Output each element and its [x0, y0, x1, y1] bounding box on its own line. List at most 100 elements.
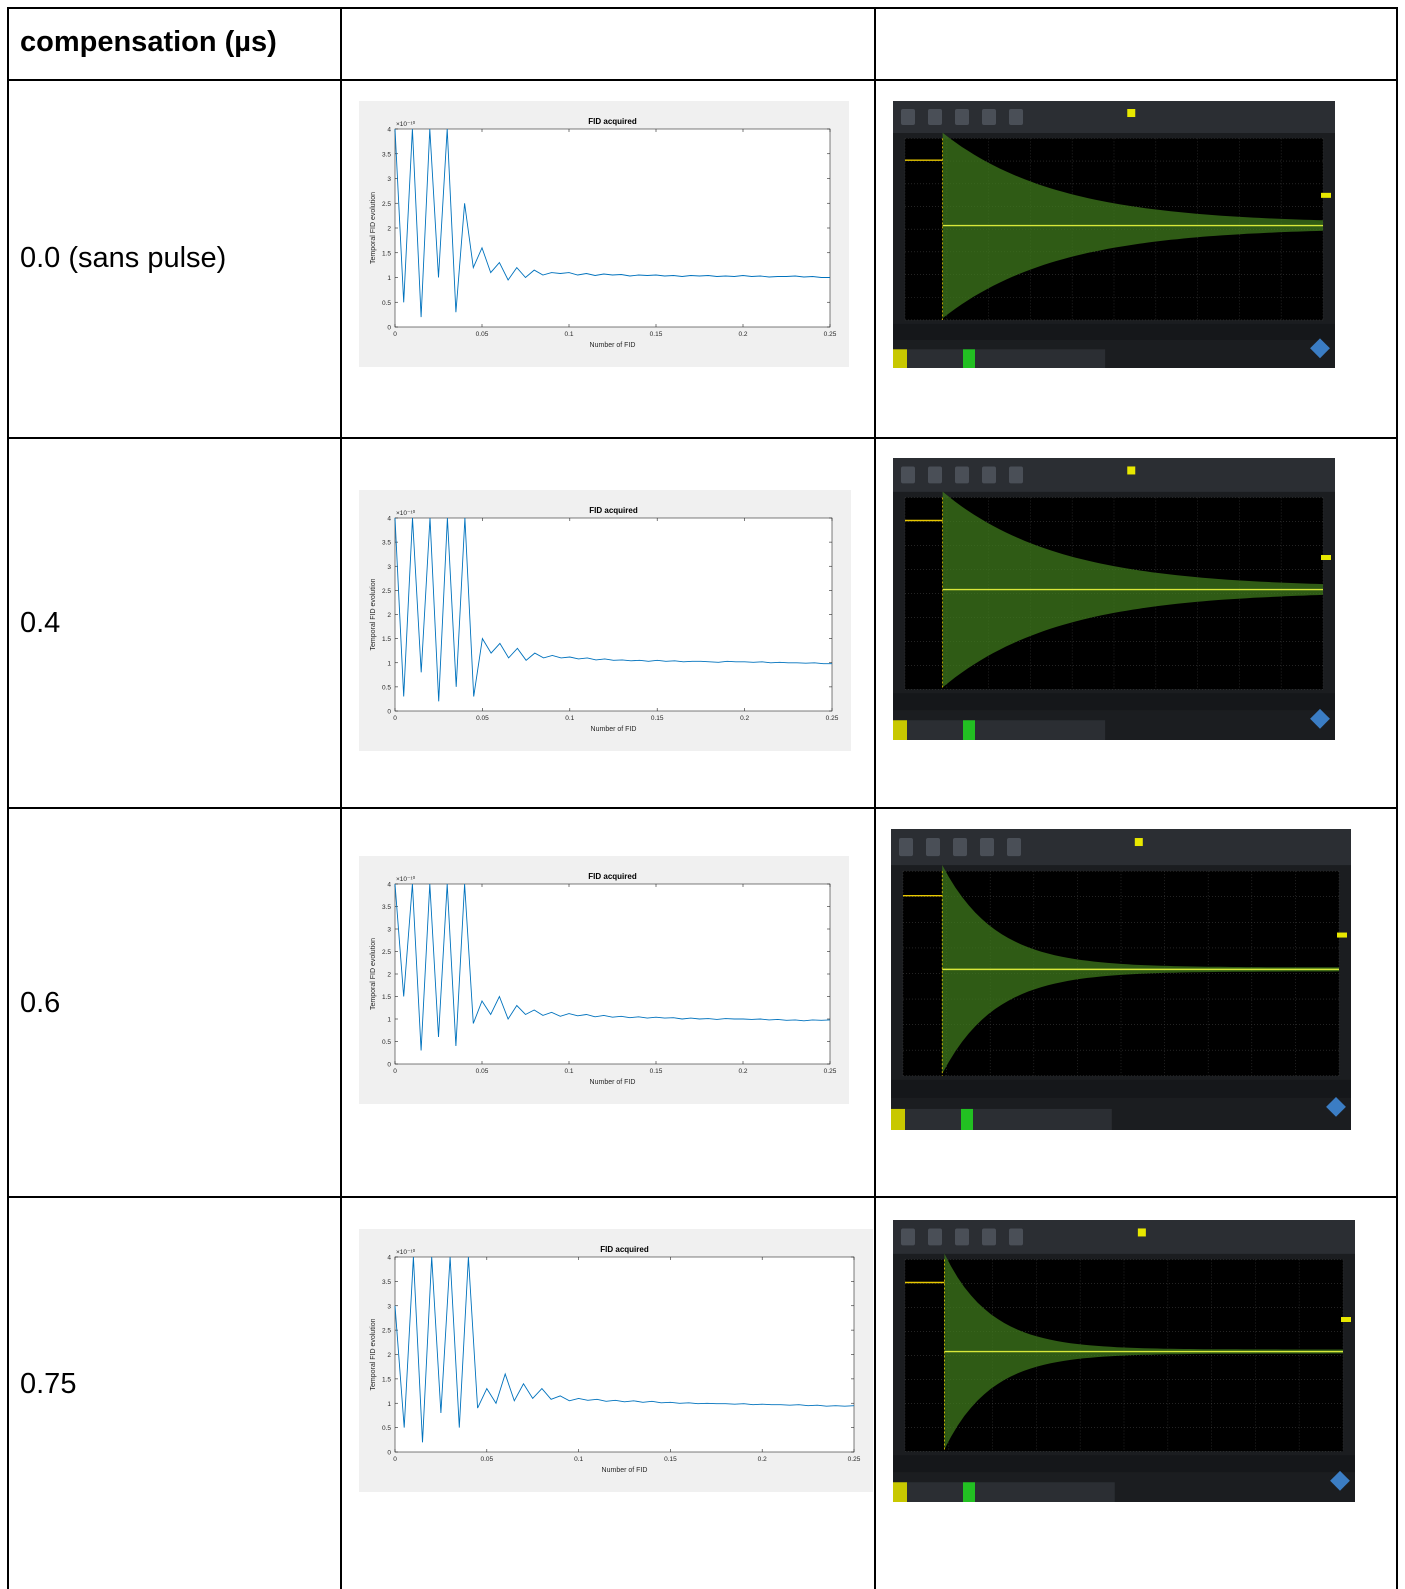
page: compensation (µs) 0.0 (sans pulse) 0.4 0…: [0, 0, 1405, 1589]
plot-area: [395, 1257, 854, 1452]
scope-cursor: [1127, 466, 1135, 474]
chart-title: FID acquired: [588, 117, 637, 126]
x-tick-label: 0.25: [826, 715, 839, 722]
x-tick-label: 0.1: [565, 715, 574, 722]
scope-status: [893, 324, 1335, 340]
chart-title: FID acquired: [588, 872, 637, 881]
y-axis-label: Temporal FID evolution: [370, 192, 377, 264]
y-tick-label: 4: [387, 882, 391, 889]
y-tick-label: 3: [387, 564, 391, 571]
table-border: [7, 7, 9, 1589]
x-axis-label: Number of FID: [590, 342, 636, 349]
x-tick-label: 0.15: [650, 1068, 663, 1075]
y-exponent: ×10⁻¹⁰: [396, 1248, 416, 1256]
y-tick-label: 3.5: [382, 540, 391, 547]
x-tick-label: 0.25: [824, 1068, 837, 1075]
header-cell: compensation (µs): [20, 26, 277, 59]
oscilloscope-screenshot: [893, 1220, 1355, 1502]
toolbar-icon: [1009, 109, 1023, 125]
y-tick-label: 2.5: [382, 1328, 391, 1335]
y-tick-label: 2: [387, 612, 391, 619]
y-tick-label: 2.5: [382, 949, 391, 956]
y-axis-label: Temporal FID evolution: [370, 578, 377, 650]
x-axis-label: Number of FID: [602, 1467, 648, 1474]
channel-c2: [963, 1482, 975, 1502]
y-tick-label: 3: [387, 176, 391, 183]
y-tick-label: 0: [387, 1062, 391, 1069]
x-tick-label: 0.15: [650, 331, 663, 338]
y-tick-label: 2: [387, 972, 391, 979]
channel-c1: [893, 349, 907, 368]
x-tick-label: 0.2: [738, 331, 747, 338]
y-tick-label: 0: [387, 1450, 391, 1457]
toolbar-icon: [928, 466, 942, 483]
oscilloscope-screenshot: [893, 101, 1335, 368]
x-tick-label: 0.2: [758, 1456, 767, 1463]
y-tick-label: 3.5: [382, 1279, 391, 1286]
row-label: 0.4: [20, 607, 60, 640]
y-tick-label: 0: [387, 709, 391, 716]
y-tick-label: 3: [387, 927, 391, 934]
toolbar-icon: [1009, 1228, 1023, 1245]
scope-level: [1341, 1317, 1351, 1322]
table-border: [1396, 7, 1398, 1589]
x-axis-label: Number of FID: [590, 1079, 636, 1086]
scope-cursor: [1135, 838, 1143, 846]
toolbar-icon: [955, 466, 969, 483]
oscilloscope-screenshot: [893, 458, 1335, 740]
scope-channels: [891, 1109, 1112, 1130]
chart-title: FID acquired: [600, 1245, 649, 1254]
x-tick-label: 0.25: [848, 1456, 861, 1463]
table-border: [7, 1196, 1398, 1198]
x-tick-label: 0: [393, 1456, 397, 1463]
scope-level: [1337, 933, 1347, 938]
y-tick-label: 1: [387, 1017, 391, 1024]
toolbar-icon: [901, 1228, 915, 1245]
toolbar-icon: [926, 838, 940, 856]
toolbar-icon: [982, 109, 996, 125]
y-tick-label: 2: [387, 1352, 391, 1359]
channel-c1: [893, 1482, 907, 1502]
y-tick-label: 1: [387, 275, 391, 282]
toolbar-icon: [901, 109, 915, 125]
toolbar-icon: [982, 1228, 996, 1245]
toolbar-icon: [928, 1228, 942, 1245]
table-border: [7, 79, 1398, 81]
plot-area: [395, 129, 830, 327]
toolbar-icon: [982, 466, 996, 483]
row-label: 0.75: [20, 1368, 76, 1401]
y-tick-label: 2: [387, 226, 391, 233]
x-tick-label: 0.15: [651, 715, 664, 722]
scope-cursor: [1138, 1228, 1146, 1236]
y-axis-label: Temporal FID evolution: [370, 1318, 377, 1390]
x-tick-label: 0: [393, 1068, 397, 1075]
channel-c2: [961, 1109, 973, 1130]
y-tick-label: 1.5: [382, 636, 391, 643]
x-axis-label: Number of FID: [591, 726, 637, 733]
x-tick-label: 0: [393, 331, 397, 338]
y-tick-label: 1.5: [382, 994, 391, 1001]
y-tick-label: 0.5: [382, 1425, 391, 1432]
plot-area: [395, 884, 830, 1064]
y-tick-label: 4: [387, 1255, 391, 1262]
toolbar-icon: [953, 838, 967, 856]
y-tick-label: 3.5: [382, 151, 391, 158]
y-tick-label: 0.5: [382, 1039, 391, 1046]
y-tick-label: 1.5: [382, 1376, 391, 1383]
scope-status: [893, 1455, 1355, 1472]
scope-status: [891, 1080, 1351, 1098]
y-tick-label: 4: [387, 127, 391, 134]
toolbar-icon: [899, 838, 913, 856]
scope-channels: [893, 720, 1105, 740]
y-tick-label: 0: [387, 325, 391, 332]
x-tick-label: 0.05: [480, 1456, 493, 1463]
y-tick-label: 0.5: [382, 684, 391, 691]
channel-c2: [963, 349, 975, 368]
toolbar-icon: [928, 109, 942, 125]
x-tick-label: 0.05: [476, 331, 489, 338]
x-tick-label: 0.1: [564, 1068, 573, 1075]
x-tick-label: 0.05: [476, 1068, 489, 1075]
y-tick-label: 2.5: [382, 201, 391, 208]
y-tick-label: 1: [387, 660, 391, 667]
x-tick-label: 0: [393, 715, 397, 722]
